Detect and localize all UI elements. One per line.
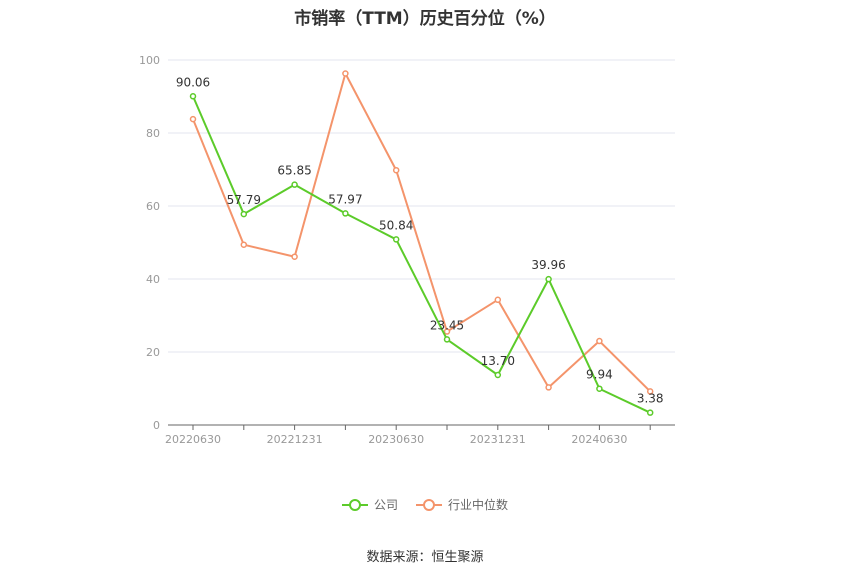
data-label-20240930: 3.38 <box>637 392 664 406</box>
legend-company-marker-icon <box>341 498 368 511</box>
y-tick-label-20: 20 <box>146 346 160 359</box>
x-tick-label-20221231: 20221231 <box>267 433 323 446</box>
legend-label-company: 公司 <box>373 498 398 512</box>
legend-item-industry-median[interactable]: 行业中位数 <box>416 496 508 513</box>
series-0-point-20240331 <box>545 275 552 283</box>
series-line-0 <box>192 95 651 414</box>
series-0-point-20230630 <box>392 236 400 243</box>
series-1-point-20240331 <box>545 384 552 391</box>
x-tick-label-20240630: 20240630 <box>571 433 627 446</box>
y-tick-label-40: 40 <box>146 273 160 286</box>
data-labels: 90.06 57.79 65.85 57.97 50.84 23.45 13.70 39.96… <box>176 75 664 405</box>
y-tick-label-60: 60 <box>146 200 160 213</box>
data-label-20230331: 57.97 <box>328 192 362 206</box>
series-0-point-20231231 <box>494 371 502 379</box>
series-0-point-20220630 <box>189 93 197 100</box>
series-1-point-20240630 <box>596 337 603 345</box>
series-1-point-20231231 <box>494 296 502 304</box>
data-label-20220630: 90.06 <box>176 75 210 89</box>
y-tick-label-80: 80 <box>146 127 160 140</box>
data-label-20230930: 23.45 <box>430 318 464 332</box>
legend-industry-marker-icon <box>416 498 442 511</box>
series-lines <box>189 70 654 416</box>
series-0-point-20240930 <box>646 409 654 416</box>
data-label-20240331: 39.96 <box>531 258 565 272</box>
series-1-point-20221231 <box>291 253 298 260</box>
series-0-point-20221231 <box>291 181 298 188</box>
legend: 公司 行业中位数 <box>0 496 850 513</box>
data-label-20230630: 50.84 <box>379 218 413 232</box>
x-tick-label-20231231: 20231231 <box>470 433 526 446</box>
series-0-point-20230930 <box>443 336 451 343</box>
series-1-point-20240930 <box>646 388 654 395</box>
axes: 0 20 40 60 80 100 20220630 20221231 20230630 2023… <box>139 54 675 446</box>
series-line-1 <box>192 72 651 393</box>
data-label-20231231: 13.70 <box>481 354 515 368</box>
grid-lines <box>168 59 675 353</box>
series-1-point-20220930 <box>240 241 248 248</box>
x-tick-label-20220630: 20220630 <box>165 433 221 446</box>
data-label-20220930: 57.79 <box>227 193 261 207</box>
source-note: 数据来源：恒生聚源 <box>366 550 484 565</box>
series-0-point-20220930 <box>240 210 248 218</box>
x-tick-label-20230630: 20230630 <box>368 433 424 446</box>
legend-item-company[interactable]: 公司 <box>341 496 398 513</box>
legend-label-industry-median: 行业中位数 <box>448 498 509 512</box>
series-1-point-20230630 <box>392 166 400 174</box>
series-1-point-20230331 <box>342 70 349 77</box>
series-0-point-20230331 <box>342 210 349 217</box>
data-label-20240630: 9.94 <box>586 368 613 382</box>
y-tick-label-0: 0 <box>153 419 160 432</box>
y-tick-label-100: 100 <box>139 54 160 67</box>
data-label-20221231: 65.85 <box>277 164 311 178</box>
series-1-point-20220630 <box>189 115 197 123</box>
series-1-point-20230930 <box>443 328 451 335</box>
chart-title: 市销率（TTM）历史百分位（%） <box>294 9 556 29</box>
series-0-point-20240630 <box>596 385 603 392</box>
